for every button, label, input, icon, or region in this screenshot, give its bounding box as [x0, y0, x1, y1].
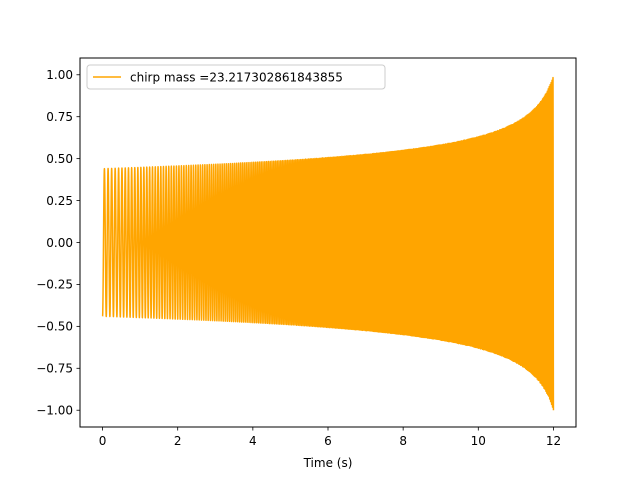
y-tick-label: −1.00 [36, 404, 73, 418]
y-tick-label: −0.50 [36, 320, 73, 334]
y-tick-label: 0.75 [46, 110, 73, 124]
y-axis-ticks: −1.00 −0.75 −0.50 −0.25 0.00 0.25 0.50 0.75 1.00 [36, 68, 80, 418]
x-tick-label: 8 [399, 434, 407, 448]
legend-label: chirp mass =23.217302861843855 [130, 71, 343, 85]
x-tick-label: 10 [471, 434, 486, 448]
x-tick-label: 4 [249, 434, 257, 448]
series-line-chirp [101, 76, 555, 411]
y-tick-label: 0.00 [46, 236, 73, 250]
x-axis-label: Time (s) [303, 456, 353, 470]
plot-area [79, 57, 577, 428]
y-tick-label: 1.00 [46, 68, 73, 82]
y-tick-label: 0.50 [46, 152, 73, 166]
y-tick-label: −0.75 [36, 362, 73, 376]
x-tick-label: 0 [99, 434, 107, 448]
legend-box [86, 64, 386, 90]
y-tick-label: 0.25 [46, 194, 73, 208]
y-tick-label: −0.25 [36, 278, 73, 292]
legend: chirp mass =23.217302861843855 [86, 64, 386, 90]
x-axis-ticks: 0 2 4 6 8 10 12 [99, 427, 561, 448]
x-tick-label: 6 [324, 434, 332, 448]
x-tick-label: 2 [174, 434, 182, 448]
x-tick-label: 12 [546, 434, 561, 448]
